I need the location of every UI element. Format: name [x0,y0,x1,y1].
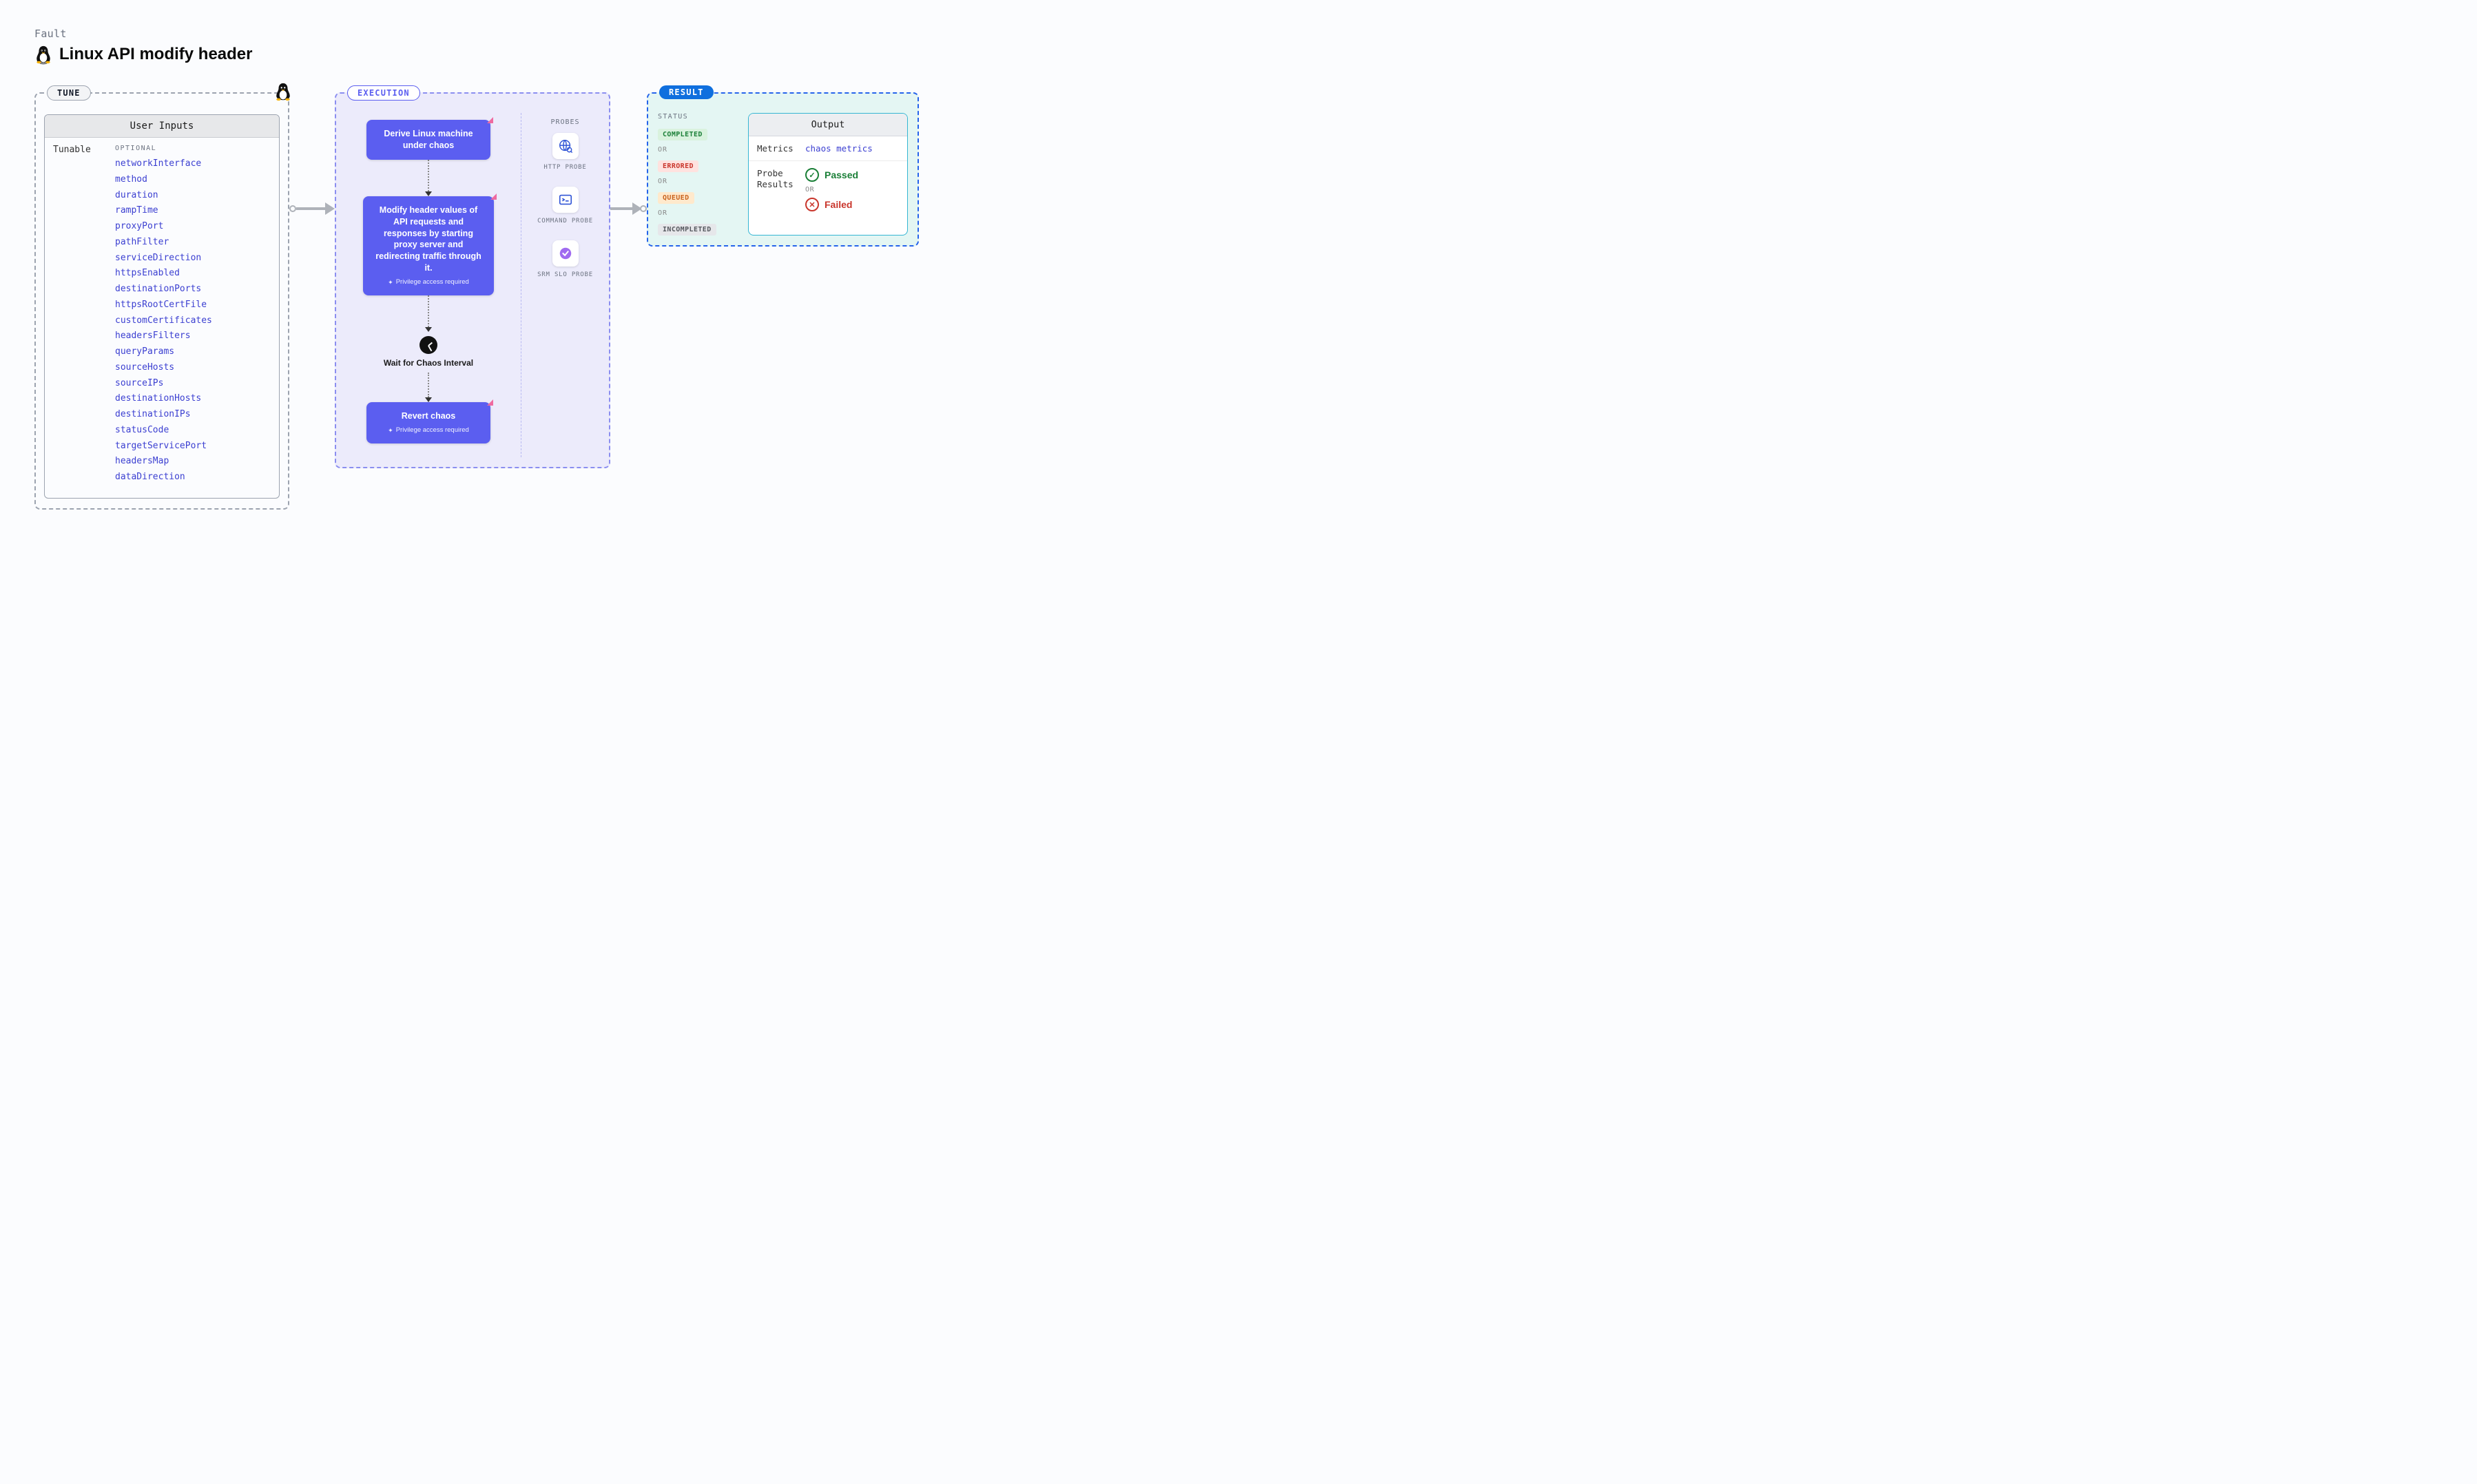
or-label: OR [805,186,858,194]
check-icon: ✓ [805,168,819,182]
privilege-note: Privilege access required [376,426,481,435]
tune-panel: TUNE User Inputs Tunable OPTIONAL networ… [34,92,289,510]
tunable-item: sourceIPs [115,376,271,392]
probe-label: HTTP PROBE [526,163,605,171]
tune-badge: TUNE [47,85,91,101]
metrics-label: Metrics [757,143,805,154]
tunable-item: dataDirection [115,470,271,485]
slo-icon [552,240,579,267]
result-failed: ✕ Failed [805,198,858,211]
status-title: STATUS [658,113,737,121]
probe-srm: SRM SLO PROBE [526,240,605,279]
title-row: Linux API modify header [34,44,2443,65]
tunable-item: pathFilter [115,235,271,251]
tunable-item: destinationHosts [115,391,271,407]
execution-panel: EXECUTION Derive Linux machine under cha… [335,92,610,468]
step-derive-text: Derive Linux machine under chaos [384,129,473,150]
tunable-item: destinationIPs [115,407,271,423]
wait-block: Wait for Chaos Interval [384,336,473,368]
tunable-item: networkInterface [115,156,271,172]
linux-penguin-icon [34,44,52,65]
connector-tune-to-exec [289,92,335,215]
step-revert-text: Revert chaos [402,411,456,421]
or-label: OR [658,178,737,185]
probe-label: COMMAND PROBE [526,217,605,225]
tunable-item: duration [115,188,271,204]
step-modify: Modify header values of API requests and… [363,196,494,295]
wait-label: Wait for Chaos Interval [384,358,473,368]
tunable-item: serviceDirection [115,251,271,267]
tunable-item: rampTime [115,203,271,219]
tunable-item: targetServicePort [115,439,271,454]
tunable-item: sourceHosts [115,360,271,376]
tunable-item: queryParams [115,344,271,360]
step-modify-text: Modify header values of API requests and… [375,205,481,273]
status-completed: COMPLETED [658,129,707,140]
tunable-item: headersMap [115,454,271,470]
or-label: OR [658,209,737,217]
step-accent-icon [487,399,493,406]
cross-icon: ✕ [805,198,819,211]
output-card: Output Metrics chaos metrics Probe Resul… [748,113,908,236]
connector-exec-to-result [610,92,647,215]
terminal-icon [552,187,579,213]
tunable-item: proxyPort [115,219,271,235]
tunable-item: statusCode [115,423,271,439]
tunables-list: networkInterfacemethoddurationrampTimepr… [115,156,271,485]
metrics-value: chaos metrics [805,143,873,154]
category-label: Fault [34,28,2443,40]
tunable-item: httpsEnabled [115,266,271,282]
probe-http: HTTP PROBE [526,133,605,171]
result-badge: RESULT [659,85,714,99]
result-passed: ✓ Passed [805,168,858,182]
tune-penguin-icon [274,81,292,105]
execution-badge: EXECUTION [347,85,420,101]
passed-text: Passed [825,169,858,180]
tunable-label: Tunable [53,145,115,485]
status-column: STATUS COMPLETED OR ERRORED OR QUEUED OR… [658,113,737,236]
user-inputs-card: User Inputs Tunable OPTIONAL networkInte… [44,114,280,499]
status-incompleted: INCOMPLETED [658,224,716,236]
status-queued: QUEUED [658,192,694,204]
privilege-note: Privilege access required [373,278,484,287]
tunable-item: method [115,172,271,188]
tunable-item: httpsRootCertFile [115,297,271,313]
page-title: Linux API modify header [59,45,253,64]
metrics-row: Metrics chaos metrics [749,136,907,161]
failed-text: Failed [825,199,852,210]
probes-title: PROBES [526,118,605,126]
probe-label: SRM SLO PROBE [526,271,605,279]
step-revert: Revert chaos Privilege access required [366,402,490,443]
step-accent-icon [487,117,493,123]
status-errored: ERRORED [658,160,698,172]
optional-label: OPTIONAL [115,145,271,152]
output-title: Output [749,114,907,136]
clock-icon [419,336,437,354]
diagram-canvas: TUNE User Inputs Tunable OPTIONAL networ… [34,92,2443,510]
tunable-item: customCertificates [115,313,271,329]
probe-results-row: Probe Results ✓ Passed OR ✕ Failed [749,161,907,218]
execution-flow: Derive Linux machine under chaos Modify … [336,113,521,457]
result-panel: RESULT STATUS COMPLETED OR ERRORED OR QU… [647,92,919,247]
globe-icon [552,133,579,159]
probe-command: COMMAND PROBE [526,187,605,225]
probes-column: PROBES HTTP PROBE COMMAND PROBE [521,113,609,457]
tunable-item: destinationPorts [115,282,271,297]
step-accent-icon [490,194,497,200]
user-inputs-title: User Inputs [45,115,279,138]
or-label: OR [658,146,737,154]
probe-results-label: Probe Results [757,168,805,211]
step-derive: Derive Linux machine under chaos [366,120,490,160]
tunable-item: headersFilters [115,328,271,344]
